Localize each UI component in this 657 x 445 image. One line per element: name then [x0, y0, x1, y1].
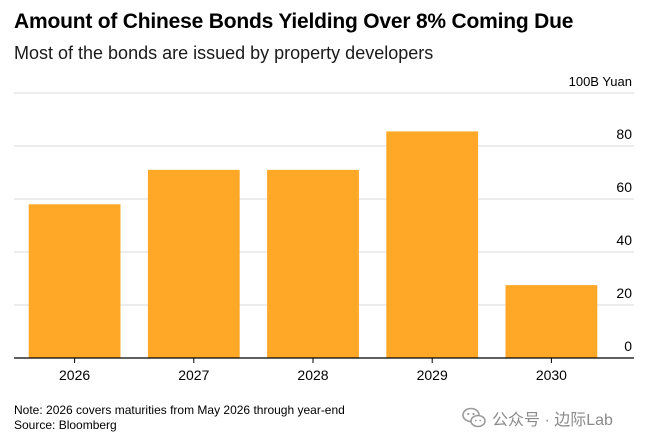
x-tick-label: 2027 [178, 367, 209, 383]
bar-2028 [267, 169, 359, 358]
y-tick-label: 40 [616, 232, 632, 248]
x-tick-label: 2028 [297, 367, 328, 383]
chart-source: Source: Bloomberg [14, 418, 117, 432]
bar-chart: 100B Yuan 0 20 40 60 80 2026 2027 2028 2029 2030 [14, 74, 634, 383]
bar-2029 [386, 131, 479, 358]
x-tick-label: 2026 [59, 367, 90, 383]
x-tick-label: 2030 [536, 367, 567, 383]
chart-title: Amount of Chinese Bonds Yielding Over 8%… [14, 10, 574, 33]
bar-2027 [147, 169, 240, 358]
y-tick-label: 20 [616, 285, 632, 301]
y-tick-label: 60 [616, 179, 632, 195]
chart-note: Note: 2026 covers maturities from May 20… [14, 403, 345, 417]
watermark: 公众号 · 边际Lab [462, 406, 613, 430]
y-tick-label: 0 [624, 338, 632, 354]
y-tick-label: 80 [616, 126, 632, 142]
y-unit-label: 100B Yuan [569, 74, 632, 89]
x-tick-label: 2029 [417, 367, 448, 383]
watermark-text: 公众号 · 边际Lab [492, 412, 613, 429]
bar-2030 [505, 285, 598, 358]
chart-subtitle: Most of the bonds are issued by property… [14, 43, 434, 63]
bar-2026 [28, 204, 121, 358]
wechat-icon [462, 407, 486, 428]
